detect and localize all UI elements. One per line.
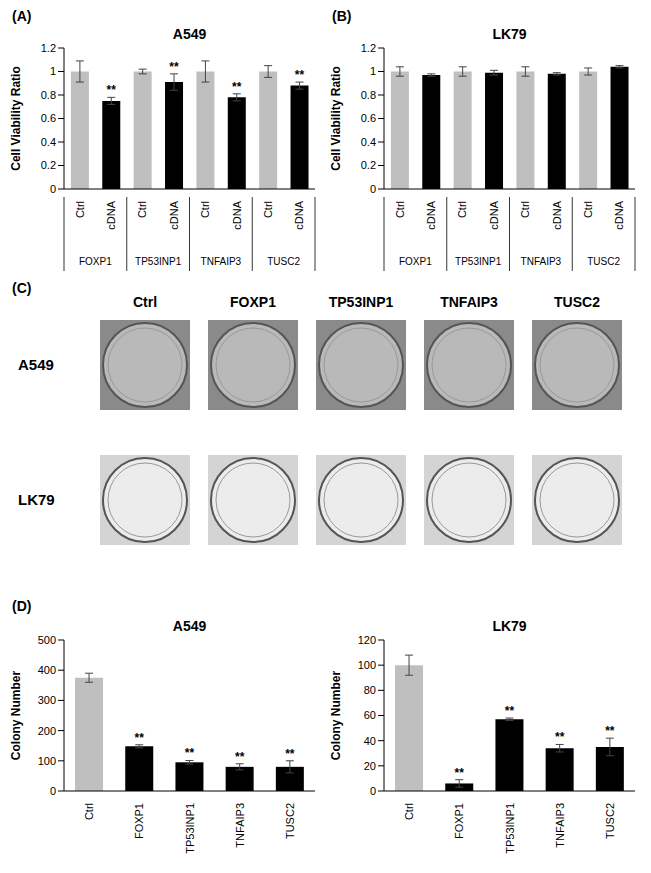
- svg-text:TUSC2: TUSC2: [267, 256, 300, 267]
- svg-text:500: 500: [38, 634, 56, 646]
- svg-text:Ctrl: Ctrl: [456, 201, 468, 218]
- svg-text:0.8: 0.8: [41, 89, 56, 101]
- svg-text:TNFAIP3: TNFAIP3: [554, 803, 566, 848]
- svg-text:120: 120: [358, 634, 376, 646]
- svg-text:Ctrl: Ctrl: [136, 201, 148, 218]
- svg-text:Ctrl: Ctrl: [83, 803, 95, 820]
- svg-text:FOXP1: FOXP1: [133, 803, 145, 839]
- svg-text:Colony Number: Colony Number: [9, 671, 23, 761]
- svg-text:60: 60: [364, 709, 376, 721]
- svg-text:cDNA: cDNA: [425, 200, 437, 229]
- svg-text:0.4: 0.4: [41, 136, 56, 148]
- svg-text:40: 40: [364, 735, 376, 747]
- svg-text:Colony Number: Colony Number: [329, 671, 343, 761]
- html-text:FOXP1: FOXP1: [230, 294, 276, 310]
- svg-text:Ctrl: Ctrl: [74, 201, 86, 218]
- svg-text:Ctrl: Ctrl: [519, 201, 531, 218]
- html-text:(C): (C): [12, 280, 32, 296]
- svg-text:**: **: [107, 83, 117, 97]
- svg-text:Ctrl: Ctrl: [262, 201, 274, 218]
- svg-text:cDNA: cDNA: [551, 200, 563, 229]
- svg-text:cDNA: cDNA: [613, 200, 625, 229]
- svg-text:100: 100: [38, 755, 56, 767]
- svg-text:80: 80: [364, 684, 376, 696]
- svg-text:200: 200: [38, 725, 56, 737]
- svg-text:cDNA: cDNA: [105, 200, 117, 229]
- svg-text:cDNA: cDNA: [168, 200, 180, 229]
- svg-text:cDNA: cDNA: [293, 200, 305, 229]
- svg-text:**: **: [135, 731, 145, 745]
- svg-text:Ctrl: Ctrl: [394, 201, 406, 218]
- html-text:A549: A549: [18, 356, 54, 373]
- svg-text:Cell Viability Ratio: Cell Viability Ratio: [329, 66, 343, 170]
- svg-text:TP53INP1: TP53INP1: [184, 803, 196, 854]
- html-text:Ctrl: Ctrl: [132, 294, 158, 310]
- svg-text:cDNA: cDNA: [231, 200, 243, 229]
- svg-text:TUSC2: TUSC2: [587, 256, 620, 267]
- svg-text:1.2: 1.2: [41, 42, 56, 54]
- svg-text:0.4: 0.4: [361, 136, 376, 148]
- svg-text:0: 0: [50, 785, 56, 797]
- html-text:A549: A549: [172, 26, 207, 42]
- svg-text:**: **: [605, 724, 615, 738]
- svg-text:Cell Viability Ratio: Cell Viability Ratio: [9, 66, 23, 170]
- html-text:(D): (D): [12, 598, 32, 614]
- html-text:(B): (B): [332, 8, 352, 24]
- svg-text:Ctrl: Ctrl: [199, 201, 211, 218]
- svg-text:TP53INP1: TP53INP1: [135, 256, 182, 267]
- svg-text:FOXP1: FOXP1: [79, 256, 112, 267]
- svg-text:**: **: [455, 766, 465, 780]
- svg-text:TUSC2: TUSC2: [284, 803, 296, 839]
- svg-text:0.2: 0.2: [41, 159, 56, 171]
- svg-text:**: **: [185, 746, 195, 760]
- svg-text:**: **: [169, 60, 179, 74]
- svg-text:TUSC2: TUSC2: [604, 803, 616, 839]
- svg-text:FOXP1: FOXP1: [399, 256, 432, 267]
- svg-text:1.2: 1.2: [361, 42, 376, 54]
- svg-text:0: 0: [370, 785, 376, 797]
- svg-text:TNFAIP3: TNFAIP3: [521, 256, 562, 267]
- svg-text:0.2: 0.2: [361, 159, 376, 171]
- svg-text:0.8: 0.8: [361, 89, 376, 101]
- svg-text:FOXP1: FOXP1: [453, 803, 465, 839]
- svg-text:**: **: [232, 80, 242, 94]
- svg-text:100: 100: [358, 659, 376, 671]
- html-text:TNFAIP3: TNFAIP3: [440, 294, 498, 310]
- svg-text:**: **: [505, 704, 515, 718]
- svg-text:1: 1: [50, 65, 56, 77]
- svg-text:**: **: [555, 730, 565, 744]
- html-text:TUSC2: TUSC2: [554, 294, 600, 310]
- html-text:TP53INP1: TP53INP1: [328, 294, 394, 310]
- svg-text:**: **: [235, 750, 245, 764]
- svg-text:0: 0: [370, 183, 376, 195]
- svg-text:300: 300: [38, 694, 56, 706]
- svg-text:Ctrl: Ctrl: [582, 201, 594, 218]
- html-text:LK79: LK79: [492, 618, 527, 634]
- svg-text:cDNA: cDNA: [488, 200, 500, 229]
- svg-text:20: 20: [364, 760, 376, 772]
- svg-text:400: 400: [38, 664, 56, 676]
- svg-text:**: **: [285, 747, 295, 761]
- html-text:A549: A549: [172, 618, 207, 634]
- svg-text:TP53INP1: TP53INP1: [455, 256, 502, 267]
- svg-text:**: **: [295, 68, 305, 82]
- svg-text:Ctrl: Ctrl: [403, 803, 415, 820]
- html-text:LK79: LK79: [18, 491, 55, 508]
- html-text:(A): (A): [12, 8, 32, 24]
- svg-text:TP53INP1: TP53INP1: [504, 803, 516, 854]
- svg-text:0.6: 0.6: [361, 112, 376, 124]
- svg-text:0.6: 0.6: [41, 112, 56, 124]
- svg-text:0: 0: [50, 183, 56, 195]
- svg-text:1: 1: [370, 65, 376, 77]
- svg-text:TNFAIP3: TNFAIP3: [201, 256, 242, 267]
- html-text:LK79: LK79: [492, 26, 527, 42]
- svg-text:TNFAIP3: TNFAIP3: [234, 803, 246, 848]
